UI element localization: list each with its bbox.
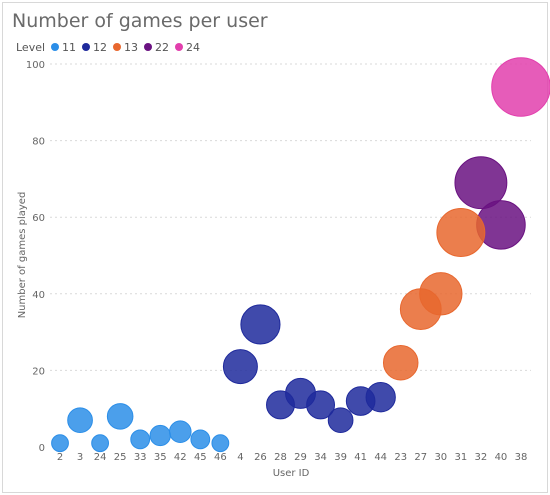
x-tick-label: 38 — [515, 452, 528, 463]
legend-item-24[interactable]: 24 — [175, 41, 200, 54]
bubble-user-28[interactable] — [266, 390, 295, 420]
bubble-user-41[interactable] — [345, 386, 376, 416]
bubble-user-2[interactable] — [51, 434, 69, 453]
x-tick-label: 31 — [454, 452, 467, 463]
legend-swatch — [113, 43, 122, 51]
y-tick-label: 20 — [32, 366, 45, 377]
x-tick-label: 2 — [57, 452, 63, 463]
x-tick-label: 25 — [114, 452, 127, 463]
legend-swatch — [82, 43, 91, 51]
x-tick-label: 3 — [77, 452, 83, 463]
bubble-user-3[interactable] — [67, 407, 93, 434]
x-tick-label: 28 — [274, 452, 287, 463]
legend-item-13[interactable]: 13 — [113, 41, 138, 54]
x-tick-label: 4 — [237, 452, 243, 463]
bubble-user-26[interactable] — [240, 304, 281, 345]
bubble-user-4[interactable] — [222, 349, 258, 385]
x-tick-label: 45 — [194, 452, 207, 463]
y-tick-label: 100 — [26, 60, 45, 71]
x-tick-label: 40 — [495, 452, 508, 463]
x-tick-label: 46 — [214, 452, 227, 463]
x-tick-label: 39 — [334, 452, 347, 463]
y-tick-label: 40 — [32, 290, 45, 301]
bubble-user-27[interactable] — [399, 288, 442, 331]
bubble-user-42[interactable] — [168, 420, 192, 443]
bubble-user-34[interactable] — [306, 390, 336, 420]
legend-item-12[interactable]: 12 — [82, 41, 107, 54]
legend-swatch — [175, 43, 184, 51]
bubble-user-32[interactable] — [454, 156, 508, 210]
bubble-user-23[interactable] — [382, 344, 419, 381]
x-tick-label: 30 — [434, 452, 447, 463]
legend-label: 22 — [155, 40, 170, 54]
bubble-user-45[interactable] — [190, 429, 211, 450]
chart-legend: Level 11 12 13 22 24 — [16, 40, 200, 54]
x-tick-label: 44 — [374, 452, 387, 463]
x-tick-label: 32 — [475, 452, 488, 463]
bubble-user-33[interactable] — [130, 429, 151, 450]
x-tick-label: 41 — [354, 452, 367, 463]
bubble-user-46[interactable] — [211, 434, 230, 453]
y-tick-labels: 0 20 40 60 80 100 — [26, 60, 45, 454]
x-tick-label: 34 — [314, 452, 327, 463]
y-axis-title: Number of games played — [17, 192, 28, 319]
x-tick-label: 29 — [294, 452, 307, 463]
legend-swatch — [51, 43, 60, 51]
legend-item-22[interactable]: 22 — [144, 41, 169, 54]
x-tick-label: 27 — [414, 452, 427, 463]
bubble-user-39[interactable] — [327, 407, 354, 434]
bubble-user-25[interactable] — [106, 403, 134, 430]
legend-label: 13 — [124, 40, 139, 54]
y-tick-label: 60 — [32, 213, 45, 224]
x-tick-label: 26 — [254, 452, 267, 463]
x-tick-label: 23 — [394, 452, 407, 463]
x-tick-label: 42 — [174, 452, 187, 463]
bubble-user-31[interactable] — [436, 208, 486, 257]
legend-label: 24 — [186, 40, 201, 54]
legend-label: 11 — [62, 40, 77, 54]
chart-title: Number of games per user — [12, 10, 268, 32]
data-points — [51, 57, 550, 453]
legend-label: 12 — [93, 40, 108, 54]
x-tick-label: 35 — [154, 452, 167, 463]
x-axis-title: User ID — [273, 468, 310, 479]
bubble-user-38[interactable] — [491, 57, 550, 117]
legend-item-11[interactable]: 11 — [51, 41, 76, 54]
y-tick-label: 0 — [39, 443, 45, 454]
legend-title: Level — [16, 40, 46, 54]
x-tick-label: 24 — [94, 452, 107, 463]
y-tick-label: 80 — [32, 137, 45, 148]
bubble-user-35[interactable] — [149, 424, 171, 447]
bubble-user-24[interactable] — [91, 434, 110, 453]
x-tick-label: 33 — [134, 452, 147, 463]
legend-swatch — [144, 43, 153, 51]
x-tick-labels: 2 3 24 25 33 35 42 45 46 4 26 28 29 34 39 41 44 23 27 30 31 3… — [57, 452, 528, 463]
